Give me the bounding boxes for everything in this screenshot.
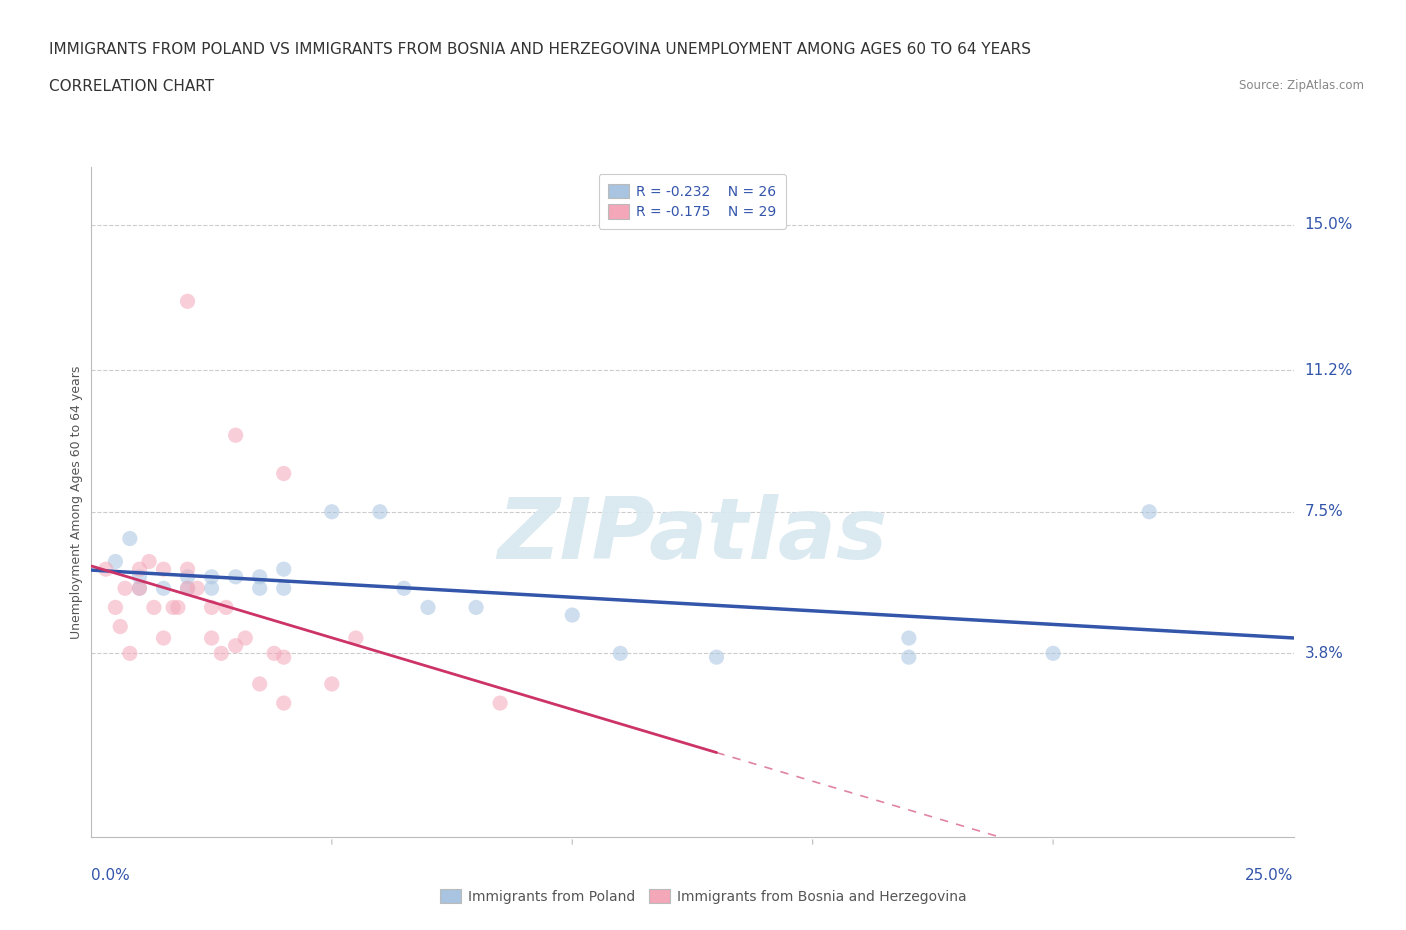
Point (273, 696, 295, 711)
Point (128, 581, 150, 596)
Point (321, 504, 343, 519)
Point (176, 581, 198, 596)
Text: 25.0%: 25.0% (1246, 868, 1294, 883)
Point (162, 600, 184, 615)
Point (249, 676, 271, 691)
Point (94, 562, 117, 577)
Point (897, 650, 920, 665)
Point (201, 600, 224, 615)
Point (609, 646, 631, 661)
Point (561, 607, 583, 622)
Point (1042, 646, 1064, 661)
Point (344, 631, 367, 645)
Text: ZIPatlas: ZIPatlas (498, 494, 887, 578)
Point (104, 600, 127, 615)
Point (114, 581, 136, 596)
Point (176, 562, 198, 577)
Point (176, 569, 198, 584)
Point (215, 600, 238, 615)
Point (416, 600, 439, 615)
Point (152, 631, 174, 645)
Point (897, 631, 920, 645)
Point (368, 504, 391, 519)
Point (110, 619, 132, 634)
Text: 0.0%: 0.0% (91, 868, 131, 883)
Point (273, 562, 295, 577)
Point (225, 428, 247, 443)
Point (273, 581, 295, 596)
Text: 15.0%: 15.0% (1305, 218, 1353, 232)
Point (201, 581, 224, 596)
Point (201, 569, 224, 584)
Text: IMMIGRANTS FROM POLAND VS IMMIGRANTS FROM BOSNIA AND HERZEGOVINA UNEMPLOYMENT AM: IMMIGRANTS FROM POLAND VS IMMIGRANTS FRO… (49, 42, 1031, 57)
Legend: R = -0.232    N = 26, R = -0.175    N = 29: R = -0.232 N = 26, R = -0.175 N = 29 (599, 174, 786, 229)
Point (152, 581, 174, 596)
Point (118, 646, 141, 661)
Point (249, 569, 271, 584)
Point (273, 650, 295, 665)
Point (225, 569, 247, 584)
Text: 7.5%: 7.5% (1305, 504, 1343, 519)
Point (249, 581, 271, 596)
Point (128, 562, 150, 577)
Text: CORRELATION CHART: CORRELATION CHART (49, 79, 214, 94)
Legend: Immigrants from Poland, Immigrants from Bosnia and Herzegovina: Immigrants from Poland, Immigrants from … (434, 884, 972, 910)
Point (465, 600, 488, 615)
Text: 11.2%: 11.2% (1305, 363, 1353, 378)
Text: Source: ZipAtlas.com: Source: ZipAtlas.com (1239, 79, 1364, 92)
Point (392, 581, 415, 596)
Point (142, 600, 165, 615)
Point (1137, 504, 1160, 519)
Point (118, 531, 141, 546)
Point (128, 569, 150, 584)
Point (176, 294, 198, 309)
Point (104, 554, 127, 569)
Point (138, 554, 160, 569)
Point (706, 650, 728, 665)
Point (263, 646, 285, 661)
Point (209, 646, 232, 661)
Point (176, 581, 198, 596)
Point (128, 581, 150, 596)
Point (201, 631, 224, 645)
Point (233, 631, 256, 645)
Point (152, 562, 174, 577)
Point (186, 581, 208, 596)
Point (489, 696, 512, 711)
Point (273, 466, 295, 481)
Y-axis label: Unemployment Among Ages 60 to 64 years: Unemployment Among Ages 60 to 64 years (70, 365, 83, 639)
Point (225, 638, 247, 653)
Text: 3.8%: 3.8% (1305, 645, 1344, 661)
Point (321, 676, 343, 691)
Point (167, 600, 190, 615)
